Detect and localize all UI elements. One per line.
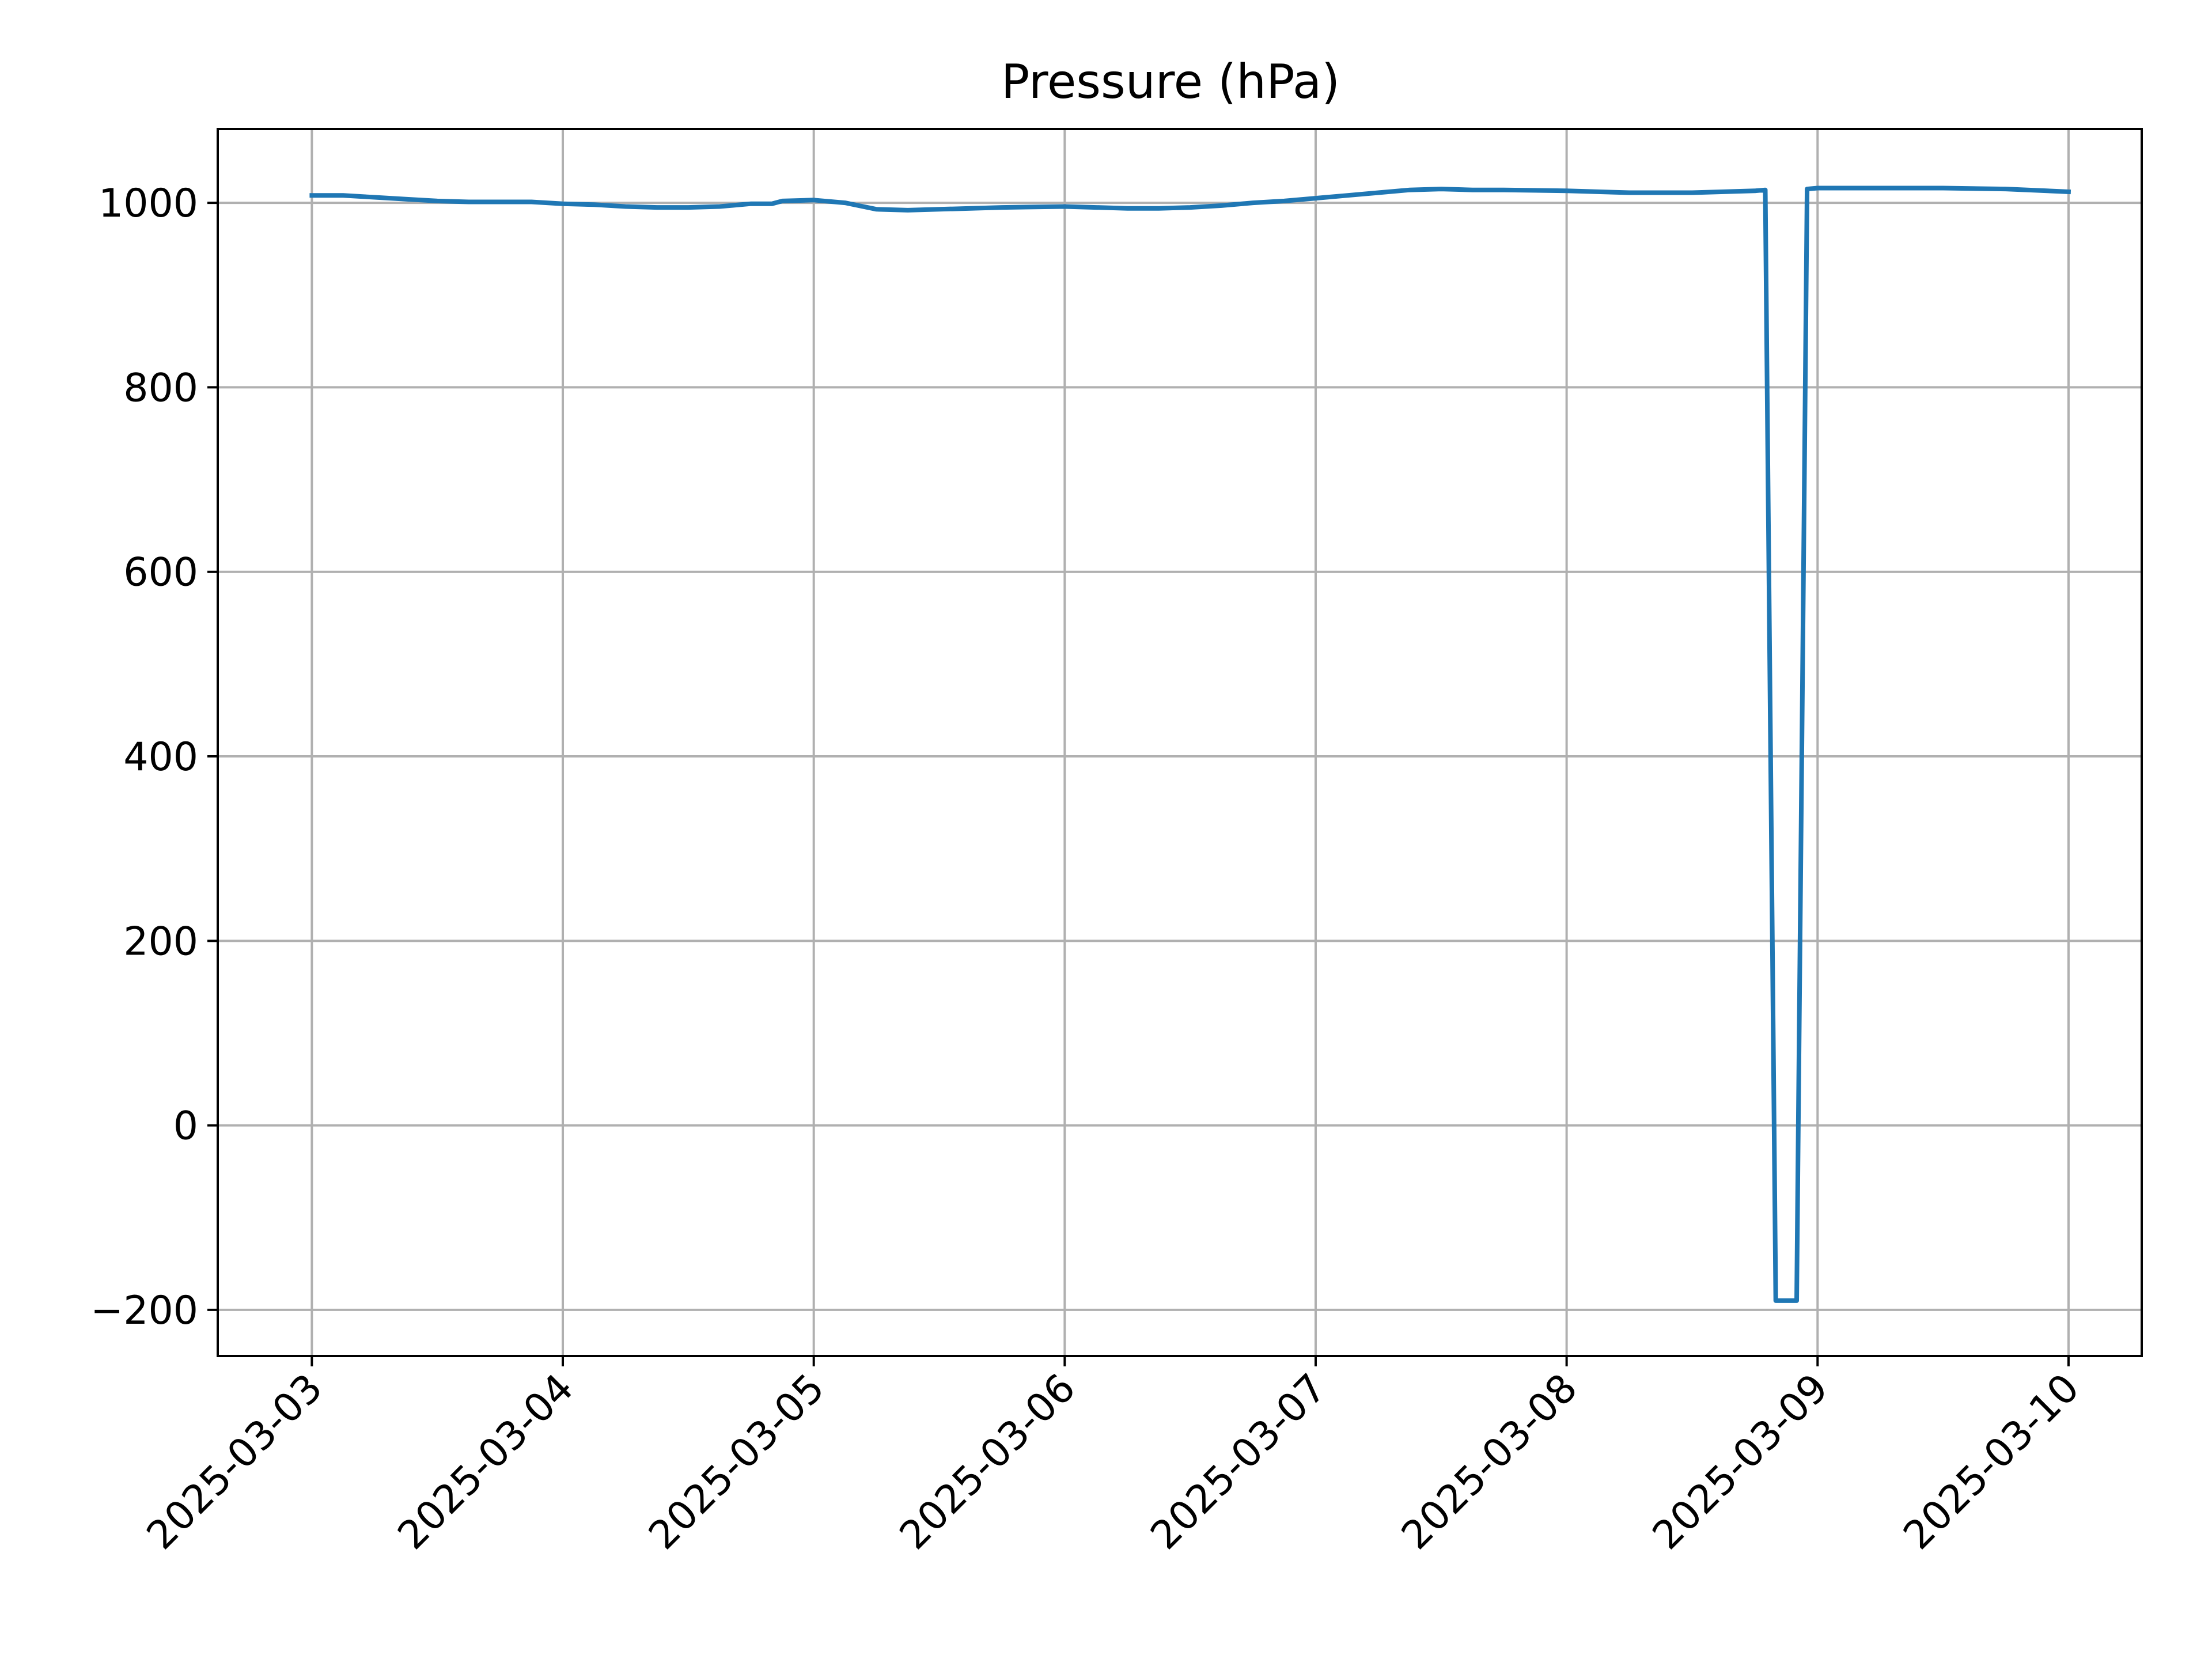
y-tick-label: 800 xyxy=(123,365,198,411)
y-tick-label: −200 xyxy=(90,1288,198,1334)
grid xyxy=(218,129,2142,1356)
y-tick-label: 200 xyxy=(123,919,198,964)
y-tick-label: 400 xyxy=(123,734,198,780)
y-tick-label: 0 xyxy=(173,1104,198,1149)
y-tick-label: 1000 xyxy=(99,181,198,226)
y-axis: 1000 800 600 400 200 0 −200 xyxy=(90,181,218,1334)
series-layer xyxy=(309,185,2071,1303)
series-line-0 xyxy=(309,185,2071,1303)
plot-frame xyxy=(217,128,2143,1357)
y-tick-label: 600 xyxy=(123,550,198,596)
chart-title: Pressure (hPa) xyxy=(1001,55,1340,109)
